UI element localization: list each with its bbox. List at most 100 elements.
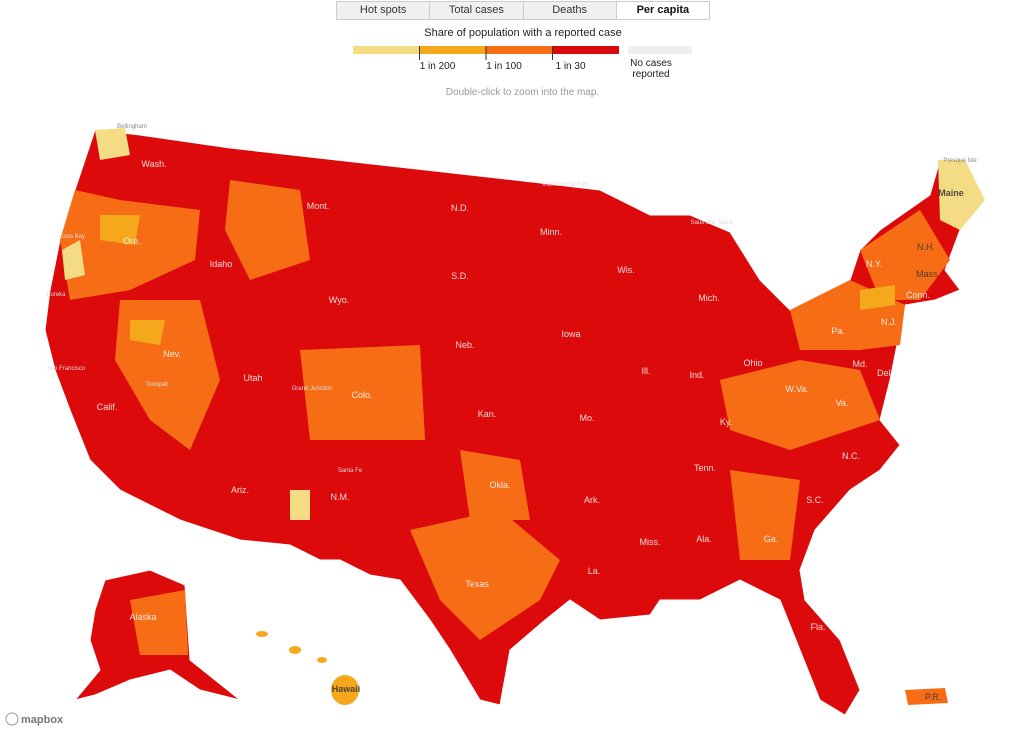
region — [225, 180, 310, 280]
region — [300, 345, 425, 440]
island — [256, 631, 268, 637]
state-label: Wash. — [141, 159, 166, 169]
tab[interactable]: Per capita — [616, 2, 709, 19]
state-label: Mont. — [307, 201, 330, 211]
city-label: Bellingham — [117, 124, 147, 130]
state-label: W.Va. — [785, 384, 808, 394]
region — [790, 280, 905, 350]
island — [331, 675, 359, 705]
state-label: N.C. — [842, 451, 860, 461]
state-label: Ala. — [696, 534, 712, 544]
legend-no-cases-label: No cases reported — [630, 58, 672, 80]
region — [410, 510, 560, 640]
city-label: Grand Junction — [292, 386, 333, 392]
state-label: Calif. — [97, 402, 118, 412]
hint: Double-click to zoom into the map. — [445, 87, 600, 98]
region — [62, 240, 85, 280]
state-label: Ky. — [720, 417, 732, 427]
state-label: Okla. — [489, 480, 510, 490]
state-label: Ill. — [642, 366, 651, 376]
city-label: Tonopah — [145, 382, 168, 388]
state-label: Fla. — [810, 622, 825, 632]
state-label: Iowa — [561, 329, 580, 339]
legend-threshold: 1 in 100 — [486, 61, 522, 72]
region — [130, 320, 165, 345]
state-label: S.D. — [451, 271, 469, 281]
amber-regions — [100, 215, 895, 345]
city-label: Eureka — [46, 292, 66, 298]
state-label: Nev. — [163, 349, 181, 359]
state-label: Ariz. — [231, 485, 249, 495]
yellow-regions — [62, 128, 985, 520]
region — [730, 470, 800, 560]
legend-swatch — [419, 46, 486, 54]
state-label: Pa. — [831, 326, 845, 336]
state-label: Ohio — [743, 358, 762, 368]
state-label: Va. — [836, 398, 849, 408]
region — [60, 190, 200, 300]
region — [860, 285, 895, 310]
state-label: Md. — [852, 359, 867, 369]
state-label: Colo. — [351, 390, 372, 400]
legend-title: Share of population with a reported case — [424, 27, 622, 39]
state-label: La. — [588, 566, 601, 576]
legend-no-cases-swatch — [628, 46, 692, 54]
state-label: Conn. — [906, 290, 930, 300]
legend-swatch — [486, 46, 553, 54]
state-label: Mo. — [579, 413, 594, 423]
tab-bar: Hot spots Total cases Deaths Per capita — [336, 1, 710, 20]
state-label: N.Y. — [866, 259, 882, 269]
city-label: Coos Bay — [59, 234, 85, 240]
state-label: N.H. — [917, 242, 935, 252]
tab[interactable]: Deaths — [523, 2, 617, 19]
us-shape — [44, 129, 986, 716]
legend: 1 in 200 1 in 100 1 in 30 No cases reported — [353, 46, 692, 80]
city-label: Presque Isle — [943, 158, 977, 164]
alaska-region — [130, 590, 188, 655]
region — [460, 450, 530, 520]
state-label: Hawaii — [332, 684, 361, 694]
legend-no-cases: No cases reported — [630, 58, 672, 80]
state-label: Utah — [243, 373, 262, 383]
state-label: Texas — [465, 579, 489, 589]
legend-swatch — [353, 46, 420, 54]
region — [290, 490, 310, 520]
region — [100, 215, 140, 245]
orange-regions — [60, 180, 950, 640]
region — [860, 210, 950, 300]
region — [938, 160, 985, 230]
tab[interactable]: Hot spots — [337, 2, 431, 19]
attribution: mapbox — [5, 712, 64, 726]
state-label: Del. — [877, 368, 893, 378]
city-label: International Falls — [542, 182, 589, 188]
attribution-text: mapbox — [21, 714, 64, 726]
island — [289, 646, 301, 654]
puerto-rico — [905, 688, 948, 705]
state-label: Miss. — [640, 537, 661, 547]
state-labels: Wash. Ore. Calif. Nev. Idaho Mont. Wyo. … — [97, 159, 964, 702]
legend-threshold: 1 in 30 — [555, 61, 585, 72]
state-label: Alaska — [129, 612, 156, 622]
island — [317, 657, 327, 663]
state-label: Idaho — [210, 259, 233, 269]
mapbox-logo — [5, 712, 19, 726]
state-label: P.R. — [925, 692, 941, 702]
state-label: N.M. — [331, 492, 350, 502]
state-label: Mich. — [698, 293, 720, 303]
state-label: Mass. — [916, 269, 940, 279]
state-label: N.D. — [451, 203, 469, 213]
state-label: Neb. — [455, 340, 474, 350]
hawaii — [256, 631, 359, 705]
city-labels: Bellingham Coos Bay Eureka San Francisco… — [46, 124, 977, 474]
city-label: San Francisco — [47, 366, 86, 372]
legend-swatch — [552, 46, 619, 54]
state-label: Tenn. — [694, 463, 716, 473]
state-label: S.C. — [806, 495, 824, 505]
state-label: N.J. — [881, 317, 897, 327]
state-label: Ore. — [123, 236, 141, 246]
tab[interactable]: Total cases — [430, 2, 524, 19]
state-label: Minn. — [540, 227, 562, 237]
region — [720, 360, 880, 450]
region — [115, 300, 220, 450]
